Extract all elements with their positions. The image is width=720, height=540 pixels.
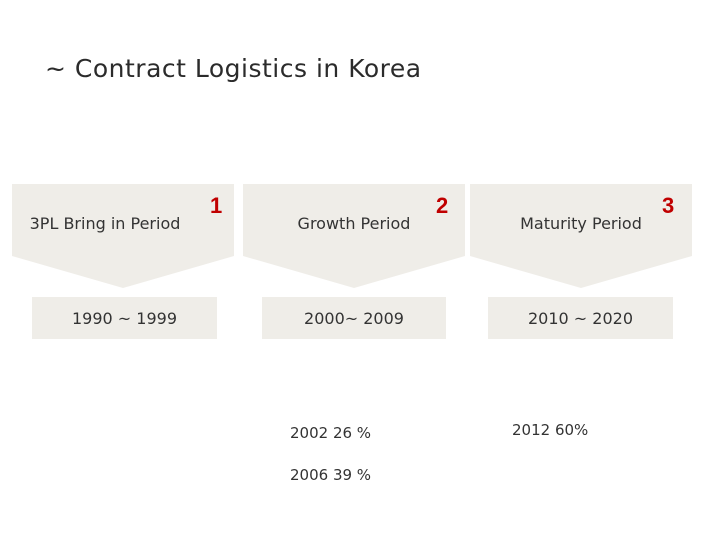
maturity-stat-1: 2012 60% — [512, 421, 589, 439]
stage-number-1: 1 — [210, 193, 223, 218]
stage-number-2: 2 — [436, 193, 449, 218]
growth-stat-2: 2006 39 % — [290, 466, 372, 484]
stage-label-2: Growth Period — [297, 214, 411, 233]
stage-label-1: 3PL Bring in Period — [29, 214, 181, 233]
period-box-2: 2000~ 2009 — [262, 297, 446, 339]
stage-chevron-2: Growth Period — [243, 184, 465, 288]
stage-chevron-1: 3PL Bring in Period — [12, 184, 234, 288]
stage-label-3: Maturity Period — [520, 214, 642, 233]
chevron-shape-3 — [470, 184, 692, 288]
period-box-1: 1990 ~ 1999 — [32, 297, 217, 339]
page-title: ~ Contract Logistics in Korea — [45, 54, 422, 83]
chevron-shape-1 — [12, 184, 234, 288]
chevron-shape-2 — [243, 184, 465, 288]
period-box-3: 2010 ~ 2020 — [488, 297, 673, 339]
stage-chevron-3: Maturity Period — [470, 184, 692, 288]
growth-stat-1: 2002 26 % — [290, 424, 372, 442]
stage-number-3: 3 — [662, 193, 675, 218]
